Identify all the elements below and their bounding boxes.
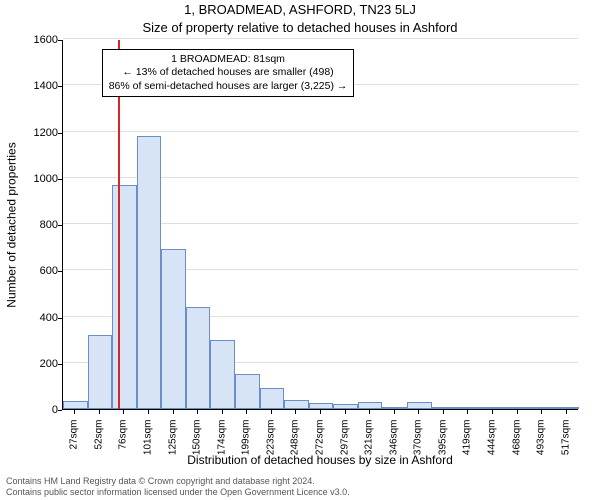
x-axis-label: Distribution of detached houses by size …	[62, 453, 578, 467]
y-tick-label: 1600	[22, 34, 58, 46]
x-tick-mark	[271, 410, 272, 414]
x-tick-mark	[295, 410, 296, 414]
histogram-bar	[554, 407, 579, 409]
annotation-line-1: 1 BROADMEAD: 81sqm	[109, 53, 348, 66]
y-tick-label: 400	[22, 312, 58, 324]
x-tick-mark	[345, 410, 346, 414]
annotation-line-2: ← 13% of detached houses are smaller (49…	[109, 66, 348, 79]
histogram-bar	[284, 400, 309, 409]
x-tick-mark	[246, 410, 247, 414]
x-tick-mark	[173, 410, 174, 414]
y-tick-label: 0	[22, 404, 58, 416]
y-tick-mark	[58, 410, 62, 411]
chart-title-main: 1, BROADMEAD, ASHFORD, TN23 5LJ	[0, 2, 600, 17]
x-tick-mark	[418, 410, 419, 414]
x-tick-mark	[492, 410, 493, 414]
histogram-bar	[161, 249, 186, 409]
x-tick-mark	[148, 410, 149, 414]
x-tick-mark	[99, 410, 100, 414]
y-axis-label: Number of detached properties	[4, 40, 20, 410]
histogram-bar	[112, 185, 137, 409]
x-tick-mark	[566, 410, 567, 414]
histogram-bar	[456, 407, 481, 409]
x-tick-mark	[320, 410, 321, 414]
histogram-bar	[88, 335, 113, 409]
x-tick-mark	[123, 410, 124, 414]
plot-area: 1 BROADMEAD: 81sqm ← 13% of detached hou…	[62, 40, 578, 410]
histogram-bar	[186, 307, 211, 409]
y-tick-label: 800	[22, 219, 58, 231]
annotation-box: 1 BROADMEAD: 81sqm ← 13% of detached hou…	[102, 49, 355, 96]
histogram-bar	[235, 374, 260, 409]
y-tick-label: 1200	[22, 127, 58, 139]
histogram-bar	[432, 407, 457, 409]
annotation-line-3: 86% of semi-detached houses are larger (…	[109, 80, 348, 93]
x-tick-mark	[197, 410, 198, 414]
chart-container: { "chart": { "type": "histogram", "title…	[0, 0, 600, 500]
histogram-bar	[407, 402, 432, 409]
footer-line-2: Contains public sector information licen…	[6, 487, 594, 498]
x-tick-mark	[369, 410, 370, 414]
footer-line-1: Contains HM Land Registry data © Crown c…	[6, 476, 594, 487]
y-tick-label: 1000	[22, 173, 58, 185]
x-tick-mark	[517, 410, 518, 414]
histogram-bar	[137, 136, 162, 409]
histogram-bar	[481, 407, 506, 409]
y-tick-label: 600	[22, 265, 58, 277]
x-tick-mark	[222, 410, 223, 414]
histogram-bar	[530, 407, 555, 409]
histogram-bar	[382, 407, 407, 409]
chart-title-sub: Size of property relative to detached ho…	[0, 20, 600, 35]
histogram-bar	[309, 403, 334, 409]
footer-attribution: Contains HM Land Registry data © Crown c…	[6, 476, 594, 498]
y-tick-label: 200	[22, 358, 58, 370]
gridline	[63, 131, 578, 132]
histogram-bar	[260, 388, 285, 409]
histogram-bar	[505, 407, 530, 409]
y-axis-label-text: Number of detached properties	[5, 142, 19, 307]
histogram-bar	[210, 340, 235, 409]
histogram-bar	[358, 402, 383, 409]
x-tick-mark	[467, 410, 468, 414]
gridline	[63, 38, 578, 39]
x-tick-mark	[394, 410, 395, 414]
y-tick-label: 1400	[22, 80, 58, 92]
x-tick-mark	[443, 410, 444, 414]
x-tick-mark	[541, 410, 542, 414]
x-tick-mark	[74, 410, 75, 414]
histogram-bar	[63, 401, 88, 409]
histogram-bar	[333, 404, 358, 409]
